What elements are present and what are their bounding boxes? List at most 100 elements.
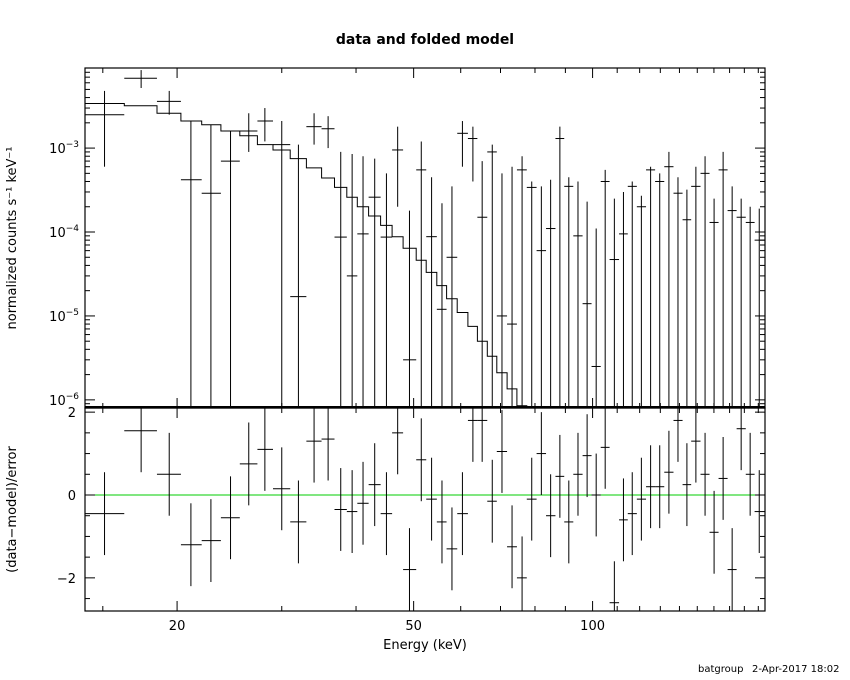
residual-point [655, 445, 665, 529]
residual-point [239, 422, 258, 506]
residual-point [600, 408, 610, 489]
top-y-axis-label: normalized counts s⁻¹ keV⁻¹ [5, 147, 20, 330]
data-point [239, 113, 258, 152]
data-point [273, 121, 291, 408]
residual-point [555, 434, 565, 518]
bottom-axis-ticks [85, 408, 765, 611]
residual-point [380, 472, 393, 556]
data-point [526, 181, 537, 408]
data-point [564, 177, 574, 408]
data-point [745, 206, 755, 408]
data-point [426, 177, 437, 408]
residual-point [290, 480, 307, 564]
data-point [636, 195, 647, 408]
data-point [201, 124, 221, 408]
x-tick-label: 50 [405, 619, 422, 634]
data-point [85, 90, 125, 167]
residual-point [426, 457, 437, 541]
residual-point [477, 408, 488, 462]
x-tick-label: 20 [169, 619, 186, 634]
data-point [516, 156, 527, 408]
residual-point [526, 457, 537, 541]
footer-user: batgroup [698, 664, 743, 675]
data-point [546, 179, 556, 408]
residual-point [636, 457, 647, 541]
residual-point [745, 432, 755, 516]
residual-point [306, 408, 322, 483]
y-tick-label: 0 [68, 489, 76, 504]
data-point [736, 198, 746, 408]
residual-point [573, 432, 583, 516]
residual-point [201, 499, 221, 582]
residual-point [516, 536, 527, 611]
model-curve-group [85, 103, 765, 409]
data-point [392, 126, 404, 207]
residual-point [609, 561, 620, 611]
y-tick-label: −2 [57, 572, 76, 587]
data-point [290, 144, 307, 408]
data-point [257, 108, 274, 142]
data-point [496, 173, 508, 408]
residual-point [321, 408, 335, 481]
residual-panel: 20−2 20 50 100 [57, 406, 766, 634]
x-axis-label: Energy (keV) [383, 638, 467, 653]
data-point [380, 173, 393, 408]
residual-point [700, 432, 710, 516]
data-point [609, 198, 620, 408]
data-point [180, 121, 202, 408]
residual-point [403, 528, 417, 611]
residual-point [582, 414, 592, 498]
y-tick-label: 10−6 [49, 392, 79, 409]
residual-point [156, 432, 181, 516]
residual-point [357, 461, 369, 545]
data-point [573, 181, 583, 408]
data-point [156, 90, 181, 115]
top-plot-frame [84, 67, 766, 409]
data-point [600, 169, 610, 408]
residual-point [673, 408, 683, 462]
residual-points-group [85, 408, 765, 611]
data-point [646, 166, 656, 408]
residual-point [754, 470, 765, 553]
data-point [754, 208, 765, 408]
residual-point [85, 472, 125, 556]
data-point [220, 130, 240, 408]
data-point [507, 166, 517, 408]
residual-point [646, 445, 656, 529]
residual-point [564, 480, 574, 564]
data-point [718, 151, 728, 408]
residual-point [180, 503, 202, 587]
data-point [436, 203, 447, 408]
footer-timestamp: 2-Apr-2017 18:02 [752, 664, 839, 675]
residual-point [691, 408, 701, 483]
bottom-y-axis-label: (data−model)/error [5, 446, 20, 573]
data-point [682, 189, 692, 408]
residual-point [718, 437, 728, 520]
x-tick-label: 100 [580, 619, 605, 634]
data-point [555, 126, 565, 408]
residual-point [346, 470, 358, 553]
data-point [591, 228, 601, 408]
residual-point [220, 476, 240, 560]
data-point [582, 201, 592, 408]
data-point [691, 166, 701, 408]
data-points-group [85, 70, 765, 408]
y-tick-label: 10−3 [49, 140, 79, 157]
residual-point [682, 443, 692, 527]
residual-point [257, 408, 274, 491]
data-point [627, 181, 637, 408]
top-y-tick-labels: 10−3 10−4 10−5 10−6 [49, 140, 79, 409]
residual-point [368, 443, 381, 527]
model-step-line [85, 103, 765, 409]
data-point [368, 158, 381, 408]
residual-point [619, 478, 628, 562]
residual-point [487, 459, 497, 543]
data-point [446, 186, 458, 408]
data-point [306, 113, 322, 145]
bottom-plot-frame [84, 407, 766, 612]
data-point [403, 210, 417, 408]
residual-point [467, 408, 478, 462]
residual-point [457, 472, 468, 556]
data-point [655, 173, 665, 408]
